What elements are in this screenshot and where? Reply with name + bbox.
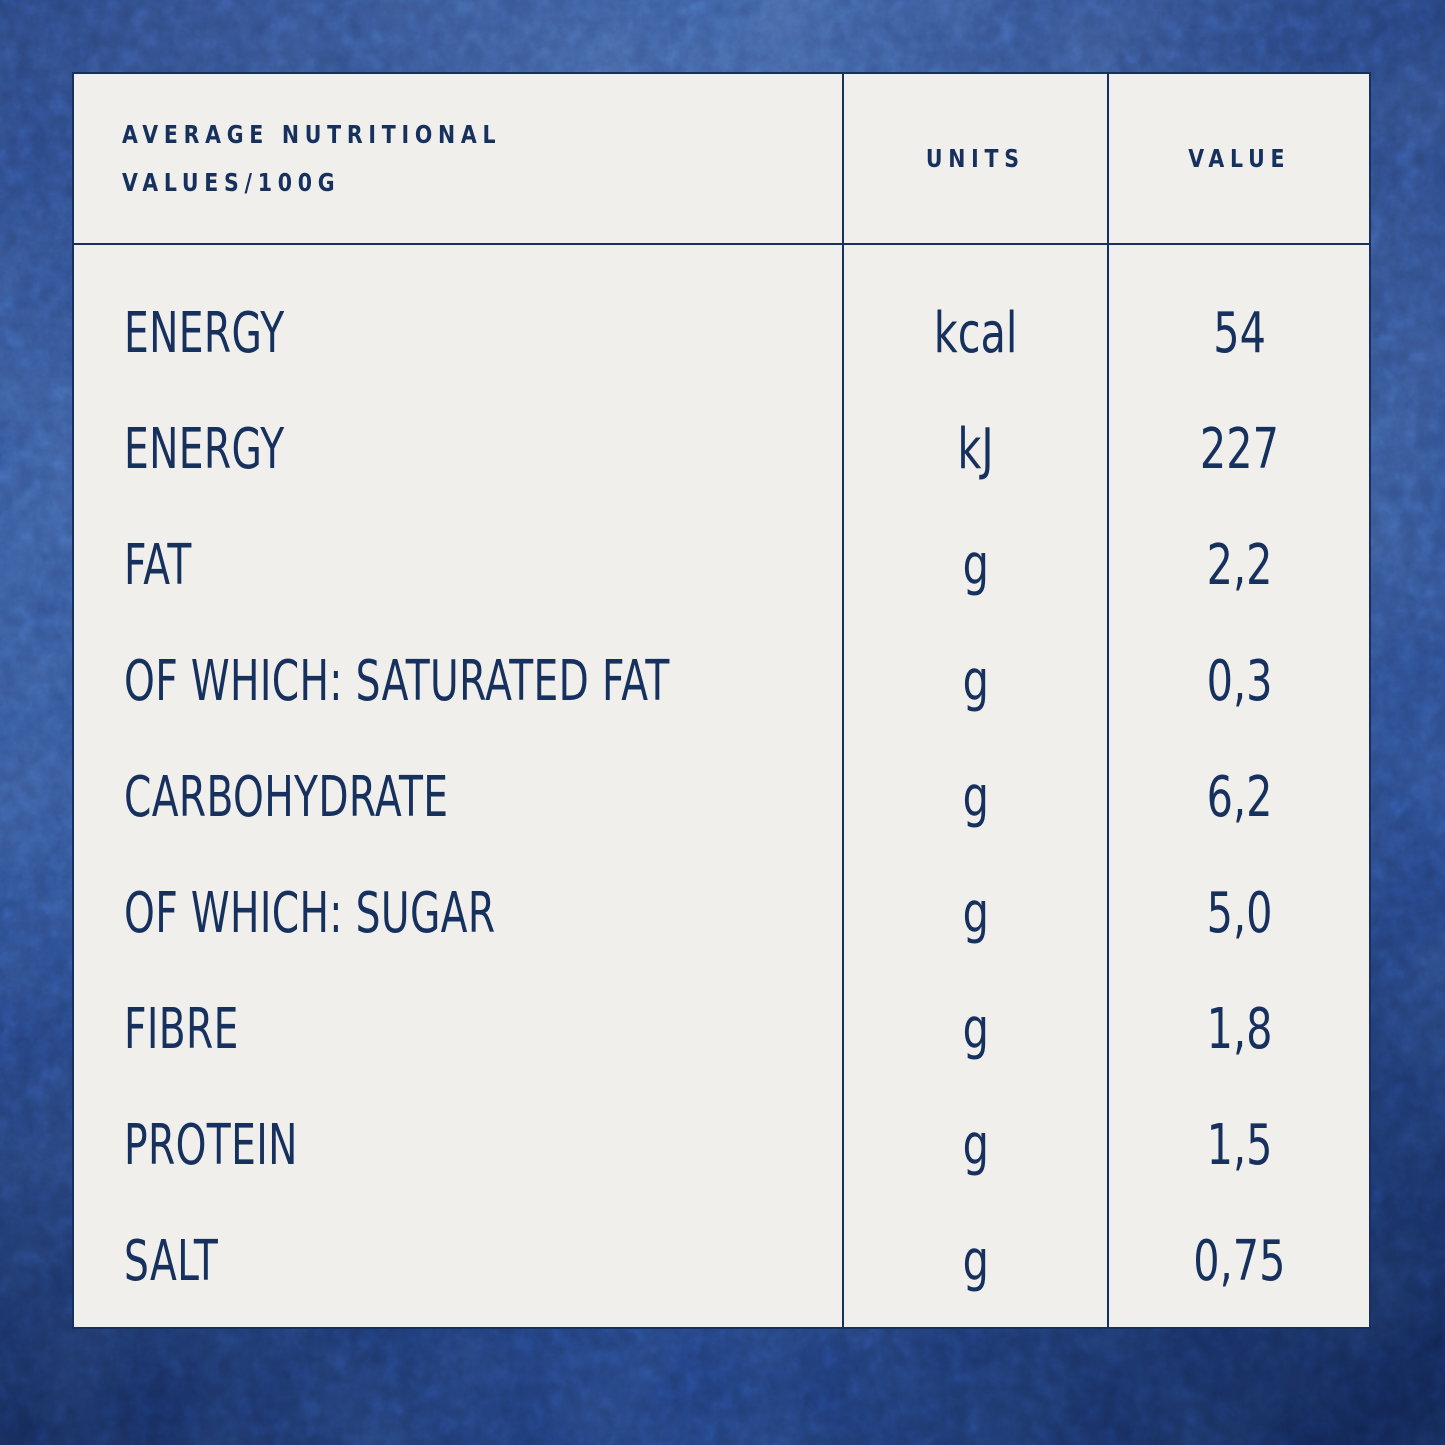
table-row-nutrient: OF WHICH: SUGAR [74,855,842,971]
table-row-unit: kJ [841,391,1107,507]
table-row-value: 6,2 [1107,739,1369,855]
unit-value: g [962,764,989,830]
table-row-value: 54 [1107,275,1369,391]
nutrient-label: FAT [124,532,192,598]
table-row-value: 1,8 [1107,971,1369,1087]
unit-value: kcal [933,300,1018,366]
nutrient-label: ENERGY [124,300,285,366]
spacer [841,1319,1107,1327]
nutrition-table: AVERAGE NUTRITIONAL VALUES/100G UNITS VA… [72,72,1371,1329]
header-value-column: VALUE [1107,74,1369,245]
unit-value: g [962,648,989,714]
spacer [841,245,1107,275]
table-row-value: 5,0 [1107,855,1369,971]
table-title-line2: VALUES/100G [122,167,341,197]
table-row-unit: g [841,1087,1107,1203]
nutrient-value: 1,8 [1206,996,1273,1062]
nutrient-value: 54 [1212,300,1266,366]
table-row-nutrient: CARBOHYDRATE [74,739,842,855]
table-row-nutrient: FAT [74,507,842,623]
nutrient-value: 0,3 [1206,648,1273,714]
units-header-label: UNITS [926,143,1026,173]
table-row-nutrient: PROTEIN [74,1087,842,1203]
table-row-value: 2,2 [1107,507,1369,623]
value-header-label: VALUE [1188,143,1291,173]
unit-value: g [962,1112,989,1178]
table-row-unit: g [841,623,1107,739]
table-title-line1: AVERAGE NUTRITIONAL [122,120,502,149]
nutrient-label: OF WHICH: SUGAR [124,880,496,946]
table-row-value: 0,3 [1107,623,1369,739]
nutrient-label: CARBOHYDRATE [124,764,449,830]
table-row-unit: g [841,507,1107,623]
table-row-unit: g [841,971,1107,1087]
table-row-value: 1,5 [1107,1087,1369,1203]
nutrient-label: SALT [124,1228,219,1294]
table-row-nutrient: ENERGY [74,275,842,391]
spacer [1107,245,1369,275]
table-row-value: 227 [1107,391,1369,507]
nutrient-label: FIBRE [124,996,239,1062]
table-row-unit: kcal [841,275,1107,391]
nutrient-value: 0,75 [1193,1228,1286,1294]
table-row-unit: g [841,855,1107,971]
nutrient-value: 227 [1199,416,1279,482]
spacer [1107,1319,1369,1327]
nutrient-value: 2,2 [1206,532,1273,598]
table-row-nutrient: SALT [74,1203,842,1319]
unit-value: g [962,532,989,598]
unit-value: g [962,880,989,946]
spacer [74,245,842,275]
table-row-value: 0,75 [1107,1203,1369,1319]
table-row-unit: g [841,1203,1107,1319]
nutrient-label: OF WHICH: SATURATED FAT [124,648,670,714]
nutrient-label: ENERGY [124,416,285,482]
spacer [74,1319,842,1327]
nutrient-value: 6,2 [1206,764,1273,830]
nutrient-value: 5,0 [1206,880,1273,946]
unit-value: kJ [957,416,994,482]
table-row-nutrient: ENERGY [74,391,842,507]
header-units-column: UNITS [841,74,1108,245]
nutrient-label: PROTEIN [124,1112,298,1178]
table-row-nutrient: OF WHICH: SATURATED FAT [74,623,842,739]
nutrient-value: 1,5 [1206,1112,1273,1178]
unit-value: g [962,1228,989,1294]
header-nutrient-column: AVERAGE NUTRITIONAL VALUES/100G [74,74,842,245]
table-row-nutrient: FIBRE [74,971,842,1087]
table-row-unit: g [841,739,1107,855]
unit-value: g [962,996,989,1062]
